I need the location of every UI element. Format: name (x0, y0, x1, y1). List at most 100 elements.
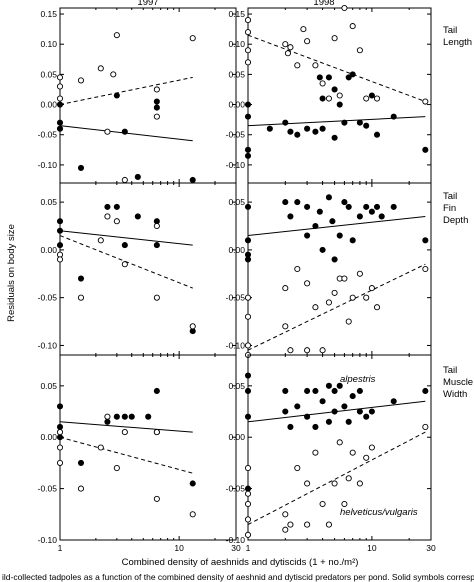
point-alpestris (244, 256, 252, 263)
panel-0-1: 0.15 0.10 0.05 0.00 -0.05 -0.10 (226, 4, 432, 184)
y-tick-label: 0.15 (40, 9, 57, 19)
point-helveticus-vulgaris (287, 44, 294, 51)
point-helveticus-vulgaris (113, 465, 120, 472)
point-alpestris (349, 71, 356, 78)
fit-line-alpestris (59, 230, 193, 246)
point-alpestris (244, 485, 252, 492)
y-tick-label: -0.10 (38, 535, 58, 545)
fit-line-alpestris (59, 421, 193, 433)
point-helveticus-vulgaris (312, 449, 319, 456)
row-label-tail-fin-depth: Tail Fin Depth (443, 191, 468, 226)
point-helveticus-vulgaris (304, 280, 311, 287)
y-tick-label: -0.10 (226, 160, 246, 170)
point-alpestris (113, 203, 120, 210)
point-alpestris (378, 213, 385, 220)
point-helveticus-vulgaris (294, 265, 301, 273)
point-helveticus-vulgaris (282, 323, 289, 330)
point-alpestris (345, 418, 352, 425)
y-tick-label: 0.05 (228, 69, 245, 79)
panel-frame (59, 182, 237, 356)
point-alpestris (341, 403, 348, 410)
point-alpestris (349, 393, 356, 400)
point-alpestris (56, 218, 64, 225)
point-alpestris (329, 218, 336, 225)
point-helveticus-vulgaris (56, 459, 64, 466)
point-alpestris (128, 413, 135, 420)
point-helveticus-vulgaris (113, 218, 120, 225)
point-helveticus-vulgaris (244, 490, 252, 497)
point-alpestris (294, 131, 301, 138)
point-alpestris (390, 203, 397, 210)
legend-alpestris: alpestris (340, 374, 376, 385)
panel-frame (59, 354, 237, 541)
point-helveticus-vulgaris (56, 256, 64, 263)
point-helveticus-vulgaris (300, 26, 307, 33)
point-helveticus-vulgaris (284, 50, 291, 57)
point-alpestris (331, 408, 338, 415)
point-helveticus-vulgaris (336, 92, 343, 99)
point-alpestris (312, 222, 319, 230)
point-helveticus-vulgaris (304, 347, 311, 354)
y-tick-label: -0.10 (226, 340, 246, 350)
point-helveticus-vulgaris (312, 304, 319, 311)
fit-line-helveticus-vulgaris (247, 263, 426, 351)
row-label-line: Tail (443, 25, 457, 36)
point-alpestris (134, 173, 141, 181)
point-alpestris (345, 203, 352, 210)
point-alpestris (134, 213, 141, 220)
point-alpestris (316, 208, 323, 215)
point-alpestris (363, 122, 370, 129)
point-alpestris (282, 119, 289, 126)
point-helveticus-vulgaris (319, 500, 326, 508)
point-helveticus-vulgaris (422, 423, 429, 430)
point-helveticus-vulgaris (331, 35, 338, 42)
point-helveticus-vulgaris (325, 95, 332, 102)
point-alpestris (319, 125, 326, 132)
point-helveticus-vulgaris (153, 86, 160, 93)
point-alpestris (282, 387, 289, 395)
point-alpestris (331, 134, 338, 141)
point-alpestris (287, 128, 294, 135)
point-alpestris (319, 246, 326, 253)
point-alpestris (121, 242, 128, 249)
point-alpestris (304, 232, 311, 239)
point-helveticus-vulgaris (287, 347, 294, 354)
point-alpestris (266, 125, 273, 132)
y-tick-label: -0.05 (38, 293, 58, 303)
y-tick-label: 0.05 (228, 381, 245, 391)
panel-2-1: 0.05 0.00 -0.05 -0.101 10 30 (226, 354, 436, 553)
x-axis-label: Combined density of aeshnids and dytisci… (122, 557, 359, 568)
row-label-line: Tail (443, 191, 457, 202)
row-label-line: Depth (443, 215, 468, 226)
point-alpestris (287, 423, 294, 430)
point-helveticus-vulgaris (110, 71, 117, 78)
point-helveticus-vulgaris (244, 47, 252, 54)
point-helveticus-vulgaris (282, 526, 289, 533)
point-helveticus-vulgaris (304, 38, 311, 45)
point-alpestris (56, 119, 64, 126)
x-tick-label: 10 (367, 543, 377, 553)
y-tick-label: 0.10 (228, 39, 245, 49)
y-tick-label: -0.05 (38, 484, 58, 494)
x-tick-label: 1 (58, 543, 63, 553)
point-helveticus-vulgaris (77, 77, 85, 84)
point-alpestris (336, 382, 343, 389)
point-helveticus-vulgaris (282, 41, 289, 48)
point-alpestris (294, 199, 301, 206)
point-helveticus-vulgaris (294, 465, 301, 472)
y-axis-label: Residuals on body size (6, 224, 17, 322)
y-tick-label: -0.05 (226, 484, 246, 494)
point-alpestris (363, 203, 370, 210)
point-alpestris (304, 387, 311, 395)
point-alpestris (77, 459, 85, 466)
point-alpestris (104, 418, 111, 425)
point-helveticus-vulgaris (368, 285, 375, 292)
point-helveticus-vulgaris (56, 83, 64, 90)
point-helveticus-vulgaris (356, 270, 363, 277)
col-title-1998: 1998 (313, 0, 334, 8)
point-alpestris (422, 237, 429, 244)
y-tick-label: 0.05 (40, 381, 57, 391)
fit-line-alpestris (247, 116, 426, 127)
y-tick-label: 0.00 (40, 432, 57, 442)
point-alpestris (368, 208, 375, 215)
